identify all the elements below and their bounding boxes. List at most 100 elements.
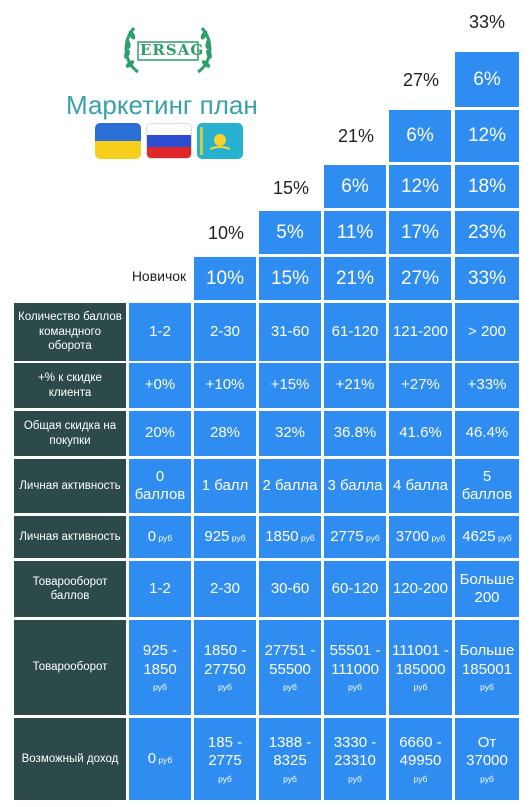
cell-value: От 37000 — [466, 733, 508, 770]
cell-value: 4 балла — [393, 476, 448, 494]
currency-unit: руб — [348, 773, 362, 784]
cell-value: 2-30 — [209, 579, 241, 597]
currency-unit: руб — [218, 773, 232, 784]
cell-value: 3700 — [395, 527, 430, 545]
currency-unit: руб — [495, 532, 512, 543]
table-cell: 1850 руб — [259, 516, 321, 558]
stair-header: 10% — [207, 223, 245, 243]
cell-value: 2-30 — [209, 322, 241, 340]
table-cell: 4625 руб — [455, 516, 519, 558]
table-cell: 20% — [129, 411, 191, 456]
cell-value: 30-60 — [270, 579, 310, 597]
cell-value: 36.8% — [333, 424, 377, 442]
stair-cell: 12% — [389, 165, 451, 208]
cell-value: 0 баллов — [134, 467, 186, 503]
cell-value: 5 баллов — [461, 467, 513, 503]
currency-unit: руб — [156, 754, 173, 765]
currency-unit: руб — [153, 682, 167, 692]
page-title: Маркетинг план — [66, 90, 258, 120]
table-cell: 1 балл — [194, 459, 256, 513]
table-cell: 31-60 — [259, 303, 321, 361]
cell-value: 0 — [147, 527, 157, 545]
cell-value: 60-120 — [331, 579, 379, 597]
cell-value: +15% — [270, 376, 310, 394]
table-cell: 32% — [259, 411, 321, 456]
table-cell: 5 баллов — [455, 459, 519, 513]
cell-value: 925 — [204, 527, 230, 545]
cell-value: 31-60 — [270, 322, 310, 340]
currency-unit: руб — [429, 532, 446, 543]
stair-header: 33% — [468, 12, 506, 32]
cell-value: 3330 - 23310 — [333, 733, 377, 770]
currency-unit: руб — [480, 682, 494, 692]
table-cell: 41.6% — [389, 411, 452, 456]
stair-cell: 6% — [389, 110, 451, 162]
cell-value: 0 — [147, 749, 157, 767]
currency-unit: руб — [218, 682, 232, 692]
table-cell: Больше 200 — [455, 561, 519, 617]
row-label: Возможный доход — [14, 718, 126, 800]
stair-cell: 6% — [324, 165, 386, 208]
cell-value: 41.6% — [399, 424, 442, 442]
table-cell: 4 балла — [389, 459, 452, 513]
table-cell: Больше 185001 руб — [455, 620, 519, 715]
stair-header: 27% — [402, 70, 440, 90]
cell-value: 121-200 — [392, 322, 449, 340]
table-cell: +0% — [129, 363, 191, 408]
cell-value: 1850 — [265, 527, 299, 545]
cell-value: 46.4% — [465, 424, 509, 442]
cell-value: 2775 — [330, 527, 364, 545]
table-cell: 185 - 2775 руб — [194, 718, 256, 800]
stair-cell: 17% — [389, 211, 451, 254]
stair-header: 21% — [337, 126, 375, 146]
stair-cell: 12% — [455, 110, 519, 162]
cell-value: Больше 200 — [459, 570, 515, 606]
kazakhstan-flag-icon — [197, 123, 243, 159]
cell-value: 4625 — [462, 527, 496, 545]
table-cell: 1-2 — [129, 303, 191, 361]
table-cell: 1388 - 8325 руб — [259, 718, 321, 800]
table-cell: 111001 - 185000 руб — [389, 620, 452, 715]
table-cell: +21% — [324, 363, 386, 408]
row-label: Общая скидка на покупки — [14, 411, 126, 456]
table-cell: 2-30 — [194, 561, 256, 617]
currency-unit: руб — [413, 773, 428, 784]
table-cell: +15% — [259, 363, 321, 408]
cell-value: 55501 - 111000 — [329, 642, 381, 678]
cell-value: 3 балла — [327, 476, 383, 494]
stair-cell: 23% — [455, 211, 519, 254]
cell-value: 28% — [209, 424, 241, 442]
cell-value: +33% — [467, 376, 507, 394]
currency-unit: руб — [229, 532, 246, 543]
stair-cell: 18% — [455, 165, 519, 208]
stair-cell: 27% — [389, 257, 451, 300]
currency-unit: руб — [298, 532, 315, 543]
laurel-wreath-icon — [124, 27, 212, 74]
cell-value: 1 балл — [201, 476, 249, 494]
table-cell: 30-60 — [259, 561, 321, 617]
table-cell: 61-120 — [324, 303, 386, 361]
table-cell: 27751 - 55500 руб — [259, 620, 321, 715]
table-cell: 55501 - 111000 руб — [324, 620, 386, 715]
cell-value: 20% — [144, 424, 176, 442]
cell-value: > 200 — [468, 322, 506, 340]
table-cell: 0 руб — [129, 718, 191, 800]
table-cell: 2775 руб — [324, 516, 386, 558]
russia-flag-icon — [146, 123, 192, 159]
table-cell: 3 балла — [324, 459, 386, 513]
cell-value: +10% — [205, 376, 245, 394]
cell-value: 1388 - 8325 — [268, 733, 312, 770]
table-cell: 28% — [194, 411, 256, 456]
table-cell: 120-200 — [389, 561, 452, 617]
cell-value: 120-200 — [392, 579, 449, 597]
cell-value: 925 - 1850 — [142, 642, 178, 678]
table-cell: 1-2 — [129, 561, 191, 617]
table-cell: 2 балла — [259, 459, 321, 513]
table-cell: 46.4% — [455, 411, 519, 456]
currency-unit: руб — [283, 682, 297, 692]
table-cell: 36.8% — [324, 411, 386, 456]
currency-unit: руб — [480, 773, 494, 784]
table-cell: 925 - 1850 руб — [129, 620, 191, 715]
cell-value: 6660 - 49950 — [399, 733, 442, 770]
currency-unit: руб — [363, 532, 380, 543]
